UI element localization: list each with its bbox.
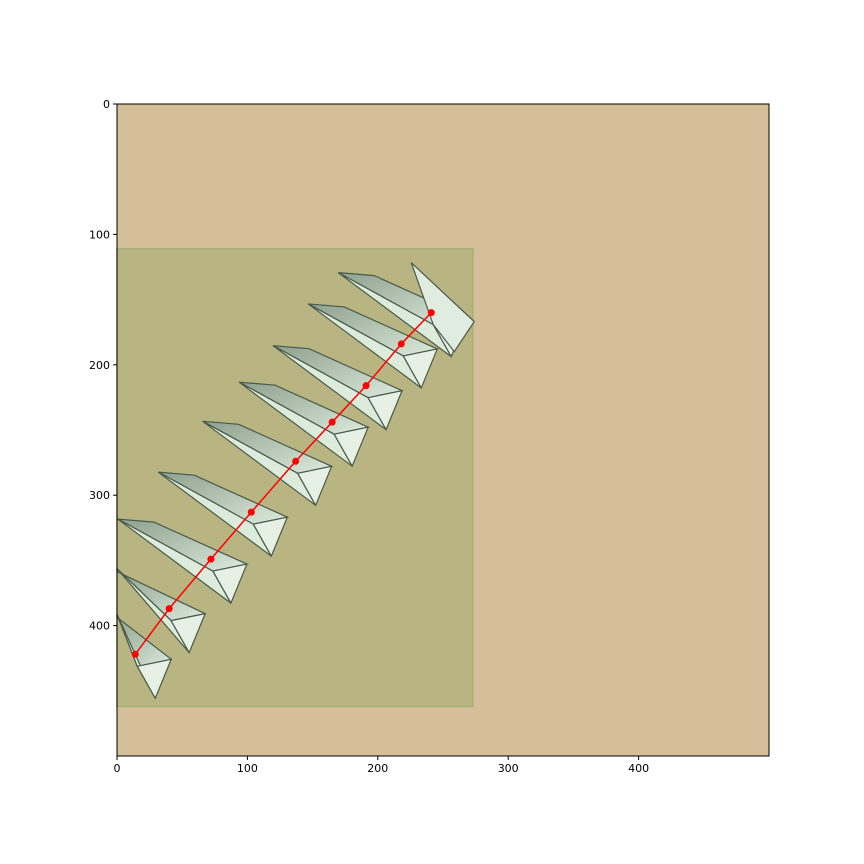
- data-point: [292, 457, 300, 465]
- fold-side-face: [367, 389, 404, 432]
- data-point: [207, 555, 215, 563]
- y-tick-label: 400: [89, 620, 110, 633]
- fold-side-face: [211, 563, 248, 605]
- data-point: [397, 340, 405, 348]
- y-tick-label: 100: [89, 228, 110, 241]
- y-axis: 0 100 200 300 400: [89, 98, 117, 633]
- fold-side-face: [296, 465, 333, 507]
- plot-frame: [116, 103, 770, 757]
- x-tick-label: 300: [498, 762, 519, 775]
- data-point: [247, 508, 255, 516]
- x-tick-label: 400: [628, 762, 649, 775]
- fold-side-face: [333, 426, 370, 468]
- fold-side-face: [252, 516, 289, 558]
- fold-side-face: [136, 658, 173, 700]
- data-point: [427, 309, 435, 317]
- y-tick-label: 200: [89, 359, 110, 372]
- data-point: [328, 418, 336, 426]
- fold-side-face: [402, 348, 439, 390]
- x-axis: 0 100 200 300 400: [114, 756, 649, 775]
- data-point: [165, 605, 173, 613]
- series-layer: [131, 309, 435, 658]
- x-tick-label: 100: [237, 762, 258, 775]
- data-point: [362, 382, 370, 390]
- y-tick-label: 0: [103, 98, 110, 111]
- fold-side-face: [170, 612, 207, 655]
- folded-surface: [116, 262, 476, 700]
- x-tick-label: 200: [367, 762, 388, 775]
- fold-end-tip: [410, 262, 476, 353]
- y-tick-label: 300: [89, 489, 110, 502]
- x-tick-label: 0: [114, 762, 121, 775]
- data-point: [131, 650, 139, 658]
